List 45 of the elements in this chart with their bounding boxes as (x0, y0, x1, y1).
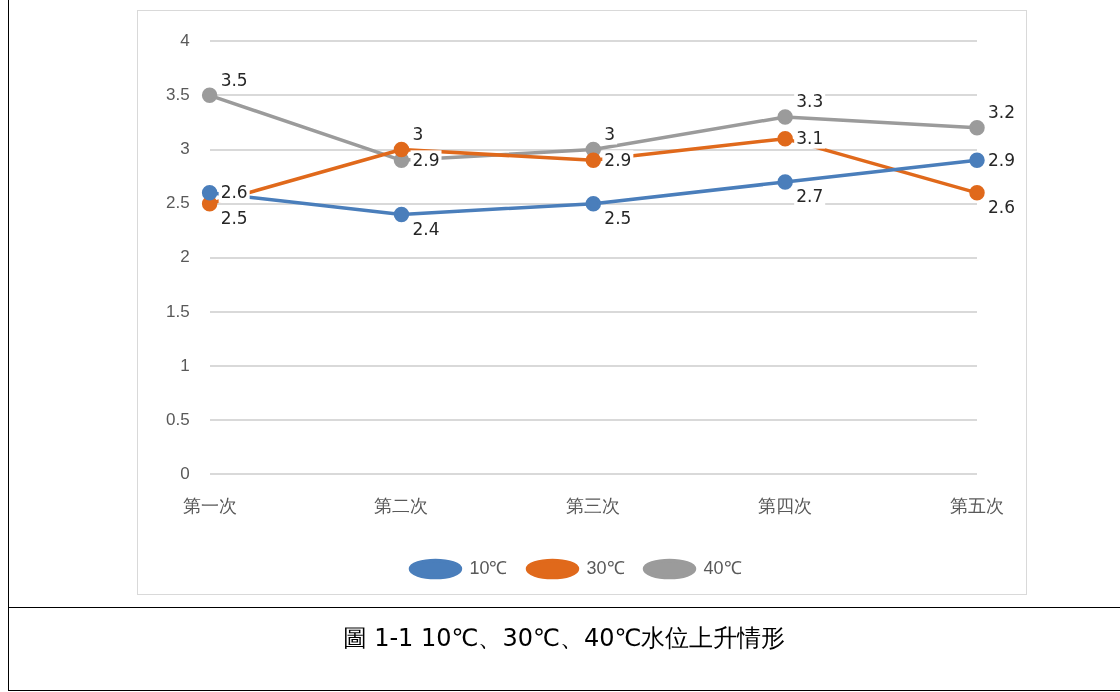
data-label: 2.5 (220, 208, 248, 229)
legend-label: 30℃ (586, 557, 625, 578)
y-tick-label: 0.5 (165, 409, 190, 429)
data-label: 2.9 (412, 149, 440, 170)
point (585, 152, 602, 169)
data-label: 2.7 (796, 186, 824, 207)
x-tick-label: 第五次 (950, 496, 1004, 517)
data-label: 2.4 (412, 218, 440, 239)
point (777, 130, 793, 147)
x-tick-label: 第四次 (758, 496, 813, 517)
data-label: 2.6 (220, 182, 248, 203)
data-label: 3.3 (796, 91, 824, 112)
x-tick-label: 第三次 (566, 496, 621, 517)
point (969, 152, 985, 169)
point (969, 185, 985, 201)
x-tick-label: 第一次 (182, 496, 237, 517)
point (393, 141, 410, 158)
data-label: 2.9 (604, 149, 632, 170)
data-label: 2.9 (988, 149, 1016, 170)
data-label: 3.5 (220, 69, 248, 90)
point (585, 195, 602, 212)
point (201, 185, 218, 201)
caption: 圖 1-1 10℃、30℃、40℃水位上升情形 (341, 623, 787, 654)
point (393, 206, 410, 223)
point (201, 87, 218, 104)
y-tick-label: 1.5 (165, 301, 190, 321)
y-tick-label: 2 (180, 247, 190, 267)
y-tick-label: 3.5 (165, 85, 190, 105)
y-tick-label: 1 (180, 355, 190, 375)
data-label: 3.1 (796, 128, 824, 149)
point (777, 174, 793, 190)
x-tick-label: 第二次 (374, 496, 429, 517)
y-tick-label: 3 (180, 139, 190, 159)
data-label: 3 (412, 123, 424, 144)
point (777, 109, 793, 125)
data-label: 3.2 (988, 102, 1016, 123)
y-tick-label: 0 (180, 464, 190, 484)
legend-label: 40℃ (703, 557, 742, 578)
data-label: 2.5 (604, 208, 632, 229)
data-label: 2.6 (988, 197, 1016, 218)
point (969, 120, 985, 136)
data-label: 3 (604, 123, 616, 144)
y-tick-label: 4 (180, 30, 190, 50)
legend-label: 10℃ (469, 557, 508, 578)
y-tick-label: 2.5 (165, 193, 190, 213)
